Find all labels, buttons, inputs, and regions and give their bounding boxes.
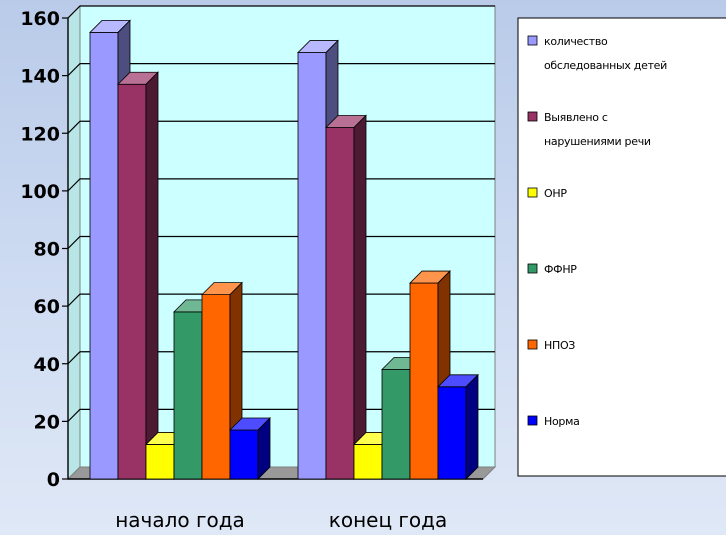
legend-label-5-1: НПОЗ xyxy=(544,339,575,352)
x-category-label-1: начало года xyxy=(115,508,245,532)
bar-2-2 xyxy=(325,114,367,480)
bar-front xyxy=(145,444,175,480)
bar-1-6 xyxy=(229,417,271,480)
bar-front xyxy=(229,429,259,480)
bar-front xyxy=(381,369,411,480)
legend-swatch-2 xyxy=(527,111,538,122)
bar-front xyxy=(409,282,439,480)
legend-label-6-1: Норма xyxy=(544,415,580,428)
bar-1-2 xyxy=(117,71,159,480)
legend-swatch-4 xyxy=(527,263,538,274)
y-tick-label-120: 120 xyxy=(20,123,60,145)
bar-front xyxy=(325,127,355,480)
bar-front xyxy=(117,83,147,480)
bar-front xyxy=(89,32,119,480)
y-tick-label-40: 40 xyxy=(34,354,60,376)
y-tick-label-140: 140 xyxy=(20,66,60,88)
legend-label-1-1: количество xyxy=(544,35,608,48)
legend-swatch-5 xyxy=(527,339,538,350)
y-tick-label-100: 100 xyxy=(20,181,60,203)
bar-front xyxy=(173,311,203,480)
bar-front xyxy=(437,386,467,480)
y-tick-label-20: 20 xyxy=(34,411,60,433)
bar-2-6 xyxy=(437,373,479,480)
legend-label-4-1: ФФНР xyxy=(544,263,577,276)
legend-box xyxy=(517,17,726,477)
legend-label-1-2: обследованных детей xyxy=(544,59,667,72)
legend-swatch-6 xyxy=(527,415,538,426)
bar-front xyxy=(297,52,327,480)
bar-side xyxy=(465,373,479,480)
y-tick-label-160: 160 xyxy=(20,8,60,30)
legend-swatch-1 xyxy=(527,35,538,46)
gridline-160 xyxy=(67,5,495,19)
y-tick-label-0: 0 xyxy=(47,469,60,491)
bar-front xyxy=(201,294,231,480)
legend-label-3-1: ОНР xyxy=(544,187,567,200)
bar-side xyxy=(353,114,367,480)
bar-front xyxy=(353,444,383,480)
y-tick-label-80: 80 xyxy=(34,239,60,261)
x-category-label-2: конец года xyxy=(329,508,448,532)
legend-label-2-2: нарушениями речи xyxy=(544,135,651,148)
legend-swatch-3 xyxy=(527,187,538,198)
bar-side xyxy=(145,71,159,480)
gridline-140 xyxy=(67,63,495,77)
y-tick-label-60: 60 xyxy=(34,296,60,318)
legend-label-2-1: Выявлено с xyxy=(544,111,608,124)
bar-side xyxy=(257,417,271,480)
